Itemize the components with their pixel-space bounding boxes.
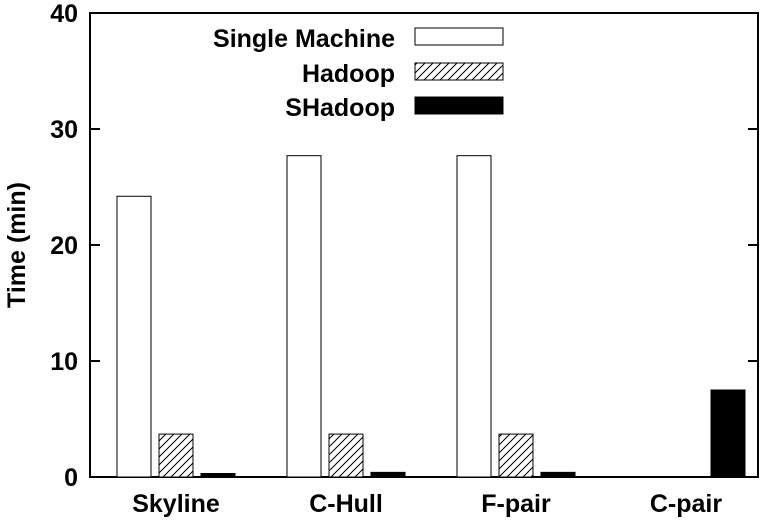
y-tick-label: 20 bbox=[50, 232, 78, 260]
bar-hadoop-c-hull bbox=[328, 433, 364, 478]
legend-label: Single Machine bbox=[213, 25, 395, 53]
bar-hadoop-f-pair bbox=[498, 433, 534, 478]
bar-shadoop-c-hull bbox=[370, 471, 406, 478]
legend-swatch-shadoop bbox=[414, 96, 504, 115]
y-tick-label: 10 bbox=[50, 348, 78, 376]
plot-frame bbox=[89, 12, 759, 478]
y-tick-label: 0 bbox=[64, 464, 78, 492]
legend-swatch-hadoop bbox=[414, 62, 504, 81]
bar-shadoop-f-pair bbox=[540, 471, 576, 478]
x-category-label: Skyline bbox=[132, 490, 220, 518]
y-tick-label: 30 bbox=[50, 116, 78, 144]
legend-swatch-single-machine bbox=[414, 27, 504, 46]
x-category-label: F-pair bbox=[481, 490, 551, 518]
bar-single-machine-c-hull bbox=[286, 155, 322, 478]
bar-single-machine-skyline bbox=[116, 195, 152, 478]
bar-hadoop-skyline bbox=[158, 433, 194, 478]
bar-shadoop-c-pair bbox=[710, 389, 746, 478]
bar-single-machine-f-pair bbox=[456, 155, 492, 478]
y-tick-label: 40 bbox=[50, 0, 78, 28]
x-category-label: C-Hull bbox=[309, 490, 383, 518]
bar-shadoop-skyline bbox=[200, 473, 236, 478]
legend-label: SHadoop bbox=[285, 94, 395, 122]
legend-label: Hadoop bbox=[302, 60, 395, 88]
y-axis-title: Time (min) bbox=[3, 182, 31, 308]
x-category-label: C-pair bbox=[650, 490, 723, 518]
